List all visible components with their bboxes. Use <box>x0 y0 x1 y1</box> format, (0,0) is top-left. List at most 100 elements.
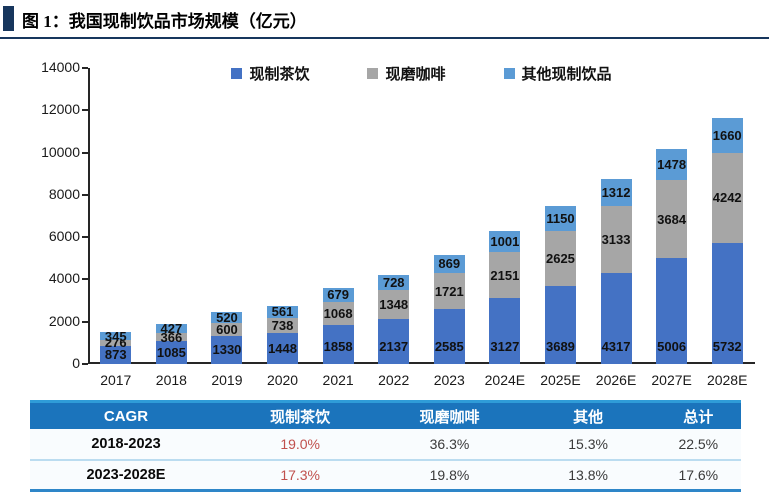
bar-value-label: 738 <box>271 318 294 334</box>
x-category-label: 2025E <box>540 372 581 388</box>
title-accent-square <box>3 6 14 31</box>
x-category-label: 2024E <box>484 372 526 388</box>
bar-segment-现制茶饮 <box>378 318 410 364</box>
stacked-bar-chart: 0 2000 4000 6000 8000 10000 12000 14000 873 276 3… <box>0 42 769 398</box>
bar-segment-其他现制饮品 <box>322 287 354 303</box>
plot-area <box>88 68 755 364</box>
bar-segment-其他现制饮品 <box>378 274 410 291</box>
legend-item-2: 其他现制饮品 <box>503 63 612 83</box>
table-header-cell: CAGR <box>103 407 149 425</box>
bar-value-label: 1448 <box>268 341 297 357</box>
y-tick-mark <box>82 67 88 69</box>
bar-value-label: 4242 <box>712 190 742 206</box>
x-category-label: 2019 <box>211 372 243 388</box>
bar-segment-其他现制饮品 <box>711 118 743 154</box>
x-category-label: 2028E <box>706 372 748 388</box>
bar-value-label: 520 <box>216 310 238 326</box>
bar-segment-现磨咖啡 <box>322 302 354 325</box>
table-cell: 2023-2028E <box>86 467 166 483</box>
figure-title: 图 1：我国现制饮品市场规模（亿元） <box>22 12 307 31</box>
cagr-table: CAGR 现制茶饮 现磨咖啡 其他 总计 2018-2023 19.0% 36.3% 15.3… <box>30 400 741 492</box>
bar-segment-现制茶饮 <box>656 258 688 364</box>
y-tick-mark <box>82 193 88 196</box>
bar-value-label: 3127 <box>490 338 520 354</box>
bar-segment-现磨咖啡 <box>433 272 465 310</box>
table-header-cell: 现制茶饮 <box>270 408 331 426</box>
table-cell: 13.8% <box>568 467 608 483</box>
bar-segment-现制茶饮 <box>433 309 465 364</box>
table-cell: 22.5% <box>678 436 719 452</box>
bar-value-label: 1001 <box>490 234 520 250</box>
legend-label: 现制茶饮 <box>249 65 310 83</box>
bar-value-label: 345 <box>104 328 127 344</box>
y-tick-label: 12000 <box>41 101 80 118</box>
bar-value-label: 5732 <box>712 338 742 354</box>
x-category-label: 2027E <box>651 372 692 388</box>
bar-segment-现制茶饮 <box>711 242 743 364</box>
bar-segment-其他现制饮品 <box>100 332 132 340</box>
bar-segment-其他现制饮品 <box>544 206 576 231</box>
bar-value-label: 2151 <box>490 267 520 283</box>
table-row: 2018-2023 19.0% 36.3% 15.3% 22.5% <box>30 429 741 459</box>
table-body: 2018-2023 19.0% 36.3% 15.3% 22.5% 2023-2028E 1… <box>30 429 741 489</box>
table-bottom-border <box>30 489 741 492</box>
y-tick-mark <box>82 236 88 239</box>
x-category-label: 2026E <box>595 372 637 388</box>
y-tick-mark <box>82 109 88 112</box>
bar-value-label: 600 <box>216 322 238 338</box>
bar-value-label: 1150 <box>546 210 575 226</box>
legend-label: 其他现制饮品 <box>521 65 612 83</box>
bar-segment-现磨咖啡 <box>656 180 688 259</box>
bar-segment-现磨咖啡 <box>378 290 410 319</box>
bar-value-label: 1721 <box>434 283 464 299</box>
bar-value-label: 1478 <box>657 157 687 173</box>
table-cell: 17.3% <box>280 467 321 483</box>
bar-segment-其他现制饮品 <box>656 149 688 181</box>
bar-segment-现磨咖啡 <box>544 230 576 286</box>
bar-segment-现制茶饮 <box>211 335 243 364</box>
table-row: 2023-2028E 17.3% 19.8% 13.8% 17.6% <box>30 459 741 489</box>
y-tick-label: 4000 <box>48 270 80 287</box>
table-cell: 15.3% <box>568 436 608 452</box>
x-category-label: 2022 <box>378 372 410 388</box>
y-tick-label: 0 <box>72 355 80 371</box>
bar-segment-现磨咖啡 <box>600 206 632 273</box>
bar-value-label: 873 <box>104 347 127 363</box>
y-tick-mark <box>82 363 88 365</box>
y-tick-label: 14000 <box>41 59 80 75</box>
bar-value-label: 728 <box>382 275 405 291</box>
bar-segment-现磨咖啡 <box>100 339 132 346</box>
bar-segment-现制茶饮 <box>489 297 521 364</box>
bar-segment-现制茶饮 <box>322 324 354 364</box>
y-tick-mark <box>82 320 88 323</box>
y-tick-mark <box>82 278 88 281</box>
bar-value-label: 2625 <box>545 250 575 266</box>
bar-value-label: 1660 <box>712 128 742 144</box>
bar-segment-现制茶饮 <box>600 272 632 364</box>
x-category-label: 2023 <box>433 372 465 388</box>
bar-segment-其他现制饮品 <box>600 178 632 207</box>
bar-value-label: 2137 <box>379 338 409 354</box>
bar-value-label: 5006 <box>657 338 687 354</box>
bar-value-label: 427 <box>160 321 183 337</box>
bar-value-label: 679 <box>327 287 349 303</box>
bar-segment-现磨咖啡 <box>211 323 243 336</box>
y-tick-label: 2000 <box>48 312 80 329</box>
legend-marker-icon <box>367 67 379 79</box>
bar-value-label: 1312 <box>601 185 631 201</box>
bar-value-label: 2585 <box>434 338 464 354</box>
bar-segment-其他现制饮品 <box>433 254 465 273</box>
bar-value-label: 3689 <box>545 338 575 354</box>
bar-segment-其他现制饮品 <box>489 231 521 253</box>
x-category-label: 2018 <box>155 372 187 388</box>
y-tick-label: 10000 <box>41 143 80 160</box>
table-cell: 2018-2023 <box>91 436 161 452</box>
table-header-row: CAGR 现制茶饮 现磨咖啡 其他 总计 <box>30 400 741 429</box>
bar-segment-现制茶饮 <box>544 286 576 364</box>
table-header-cell: 其他 <box>573 408 604 426</box>
bar-segment-现磨咖啡 <box>711 153 743 243</box>
bar-segment-现磨咖啡 <box>489 252 521 298</box>
table-header-cell: 总计 <box>683 408 714 426</box>
legend-marker-icon <box>231 67 243 79</box>
y-tick-mark <box>82 151 88 154</box>
